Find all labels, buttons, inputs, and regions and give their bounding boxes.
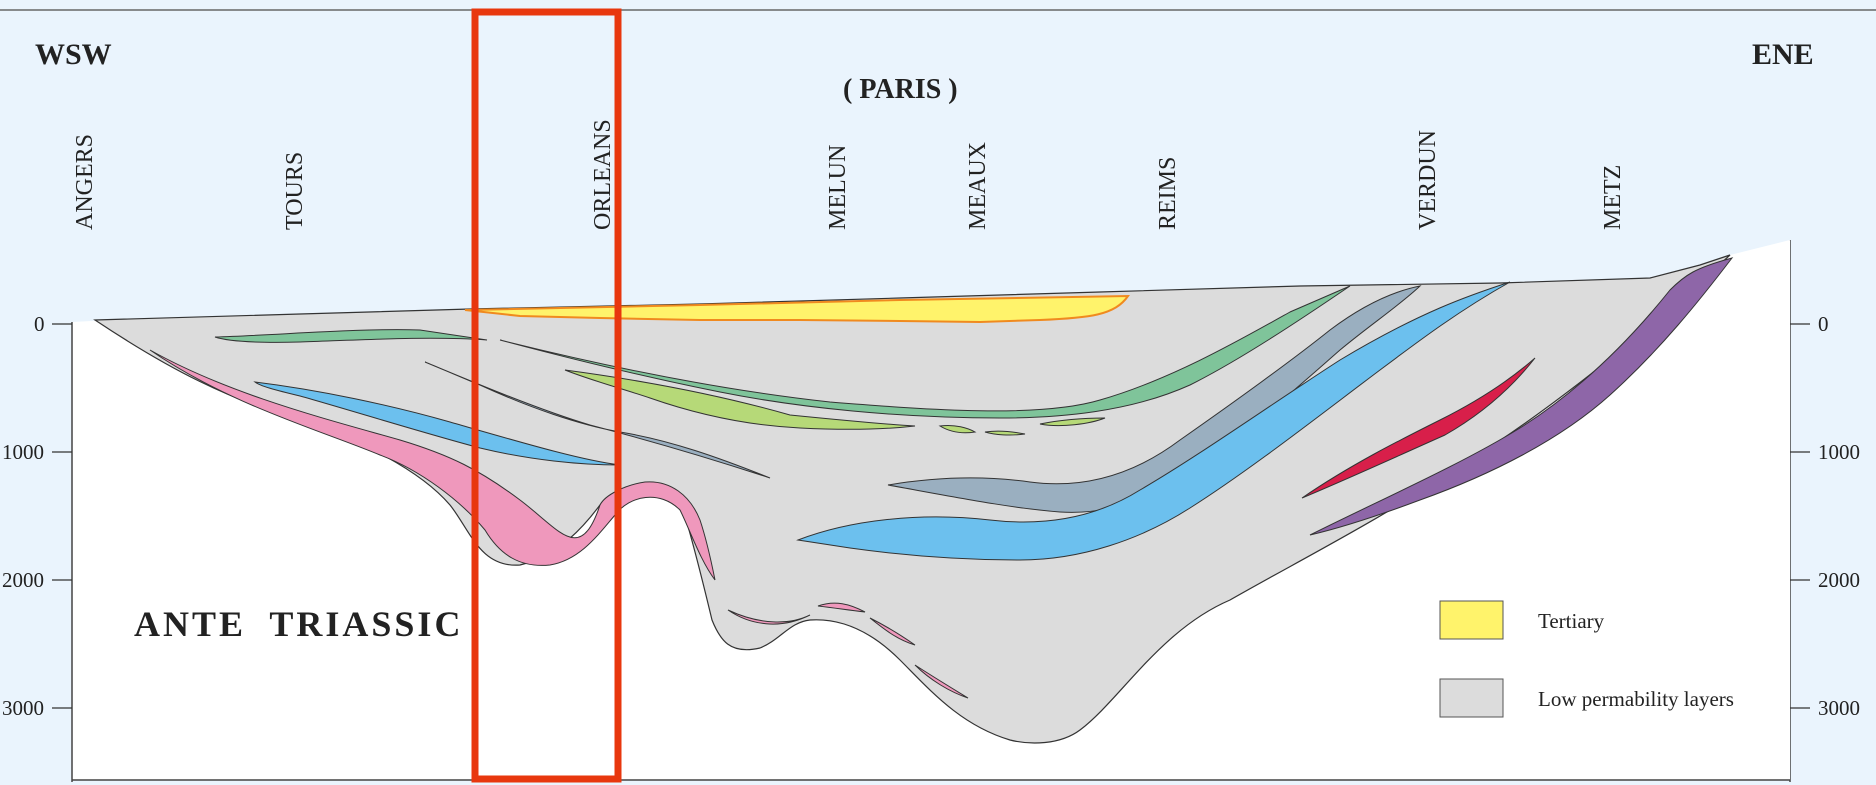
city-label-reims: REIMS — [1155, 157, 1181, 230]
green-layer-west — [214, 329, 488, 343]
city-label-orleans: ORLEANS — [590, 119, 616, 230]
east-direction-label: ENE — [1752, 38, 1814, 71]
red-layer — [1301, 357, 1536, 499]
left-tick-label-0: 0 — [34, 312, 45, 336]
right-tick-label-0: 0 — [1818, 312, 1829, 336]
city-label-melun: MELUN — [825, 145, 851, 230]
slate-layer-east — [887, 285, 1422, 513]
city-label-meaux: MEAUX — [965, 142, 991, 230]
left-tick-label-3000: 3000 — [2, 696, 44, 720]
right-tick-label-2000: 2000 — [1818, 568, 1860, 592]
legend-swatch-tertiary — [1439, 600, 1504, 640]
west-direction-label: WSW — [35, 38, 112, 71]
legend: Tertiary Low permability layers — [1439, 600, 1734, 718]
lime-lens-2 — [984, 430, 1026, 436]
blue-layer-east — [796, 281, 1511, 561]
legend-swatch-low-permeability — [1439, 678, 1504, 718]
city-label-tours: TOURS — [282, 152, 308, 230]
orleans-highlight-box — [471, 8, 622, 783]
purple-layer — [1309, 257, 1734, 536]
green-layer-main — [499, 285, 1351, 419]
right-tick-label-1000: 1000 — [1818, 440, 1860, 464]
blue-layer-west — [253, 381, 621, 466]
pink-layer — [149, 349, 716, 581]
pink-lens-3 — [869, 617, 916, 646]
slate-layer-west — [424, 361, 771, 479]
pink-lens-1 — [727, 609, 811, 625]
left-depth-axis: 0 1000 2000 3000 — [2, 312, 72, 720]
ante-triassic-label: ANTE TRIASSIC — [134, 604, 463, 644]
left-tick-label-2000: 2000 — [2, 568, 44, 592]
city-label-angers: ANGERS — [72, 134, 98, 230]
pink-lens-2 — [817, 602, 866, 613]
city-label-verdun: VERDUN — [1415, 130, 1441, 230]
right-tick-label-3000: 3000 — [1818, 696, 1860, 720]
paris-label: ( PARIS ) — [843, 74, 958, 105]
pink-lens-4 — [914, 664, 969, 699]
legend-label-tertiary: Tertiary — [1538, 609, 1605, 633]
legend-label-low-permeability: Low permability layers — [1538, 687, 1734, 711]
city-label-metz: METZ — [1600, 165, 1626, 230]
lime-lens-1 — [938, 425, 977, 434]
right-depth-axis: 0 1000 2000 3000 — [1790, 312, 1860, 720]
tertiary-layer — [464, 294, 1130, 324]
left-tick-label-1000: 1000 — [2, 440, 44, 464]
lime-lens-3 — [1039, 417, 1106, 427]
lime-layer — [564, 369, 916, 430]
